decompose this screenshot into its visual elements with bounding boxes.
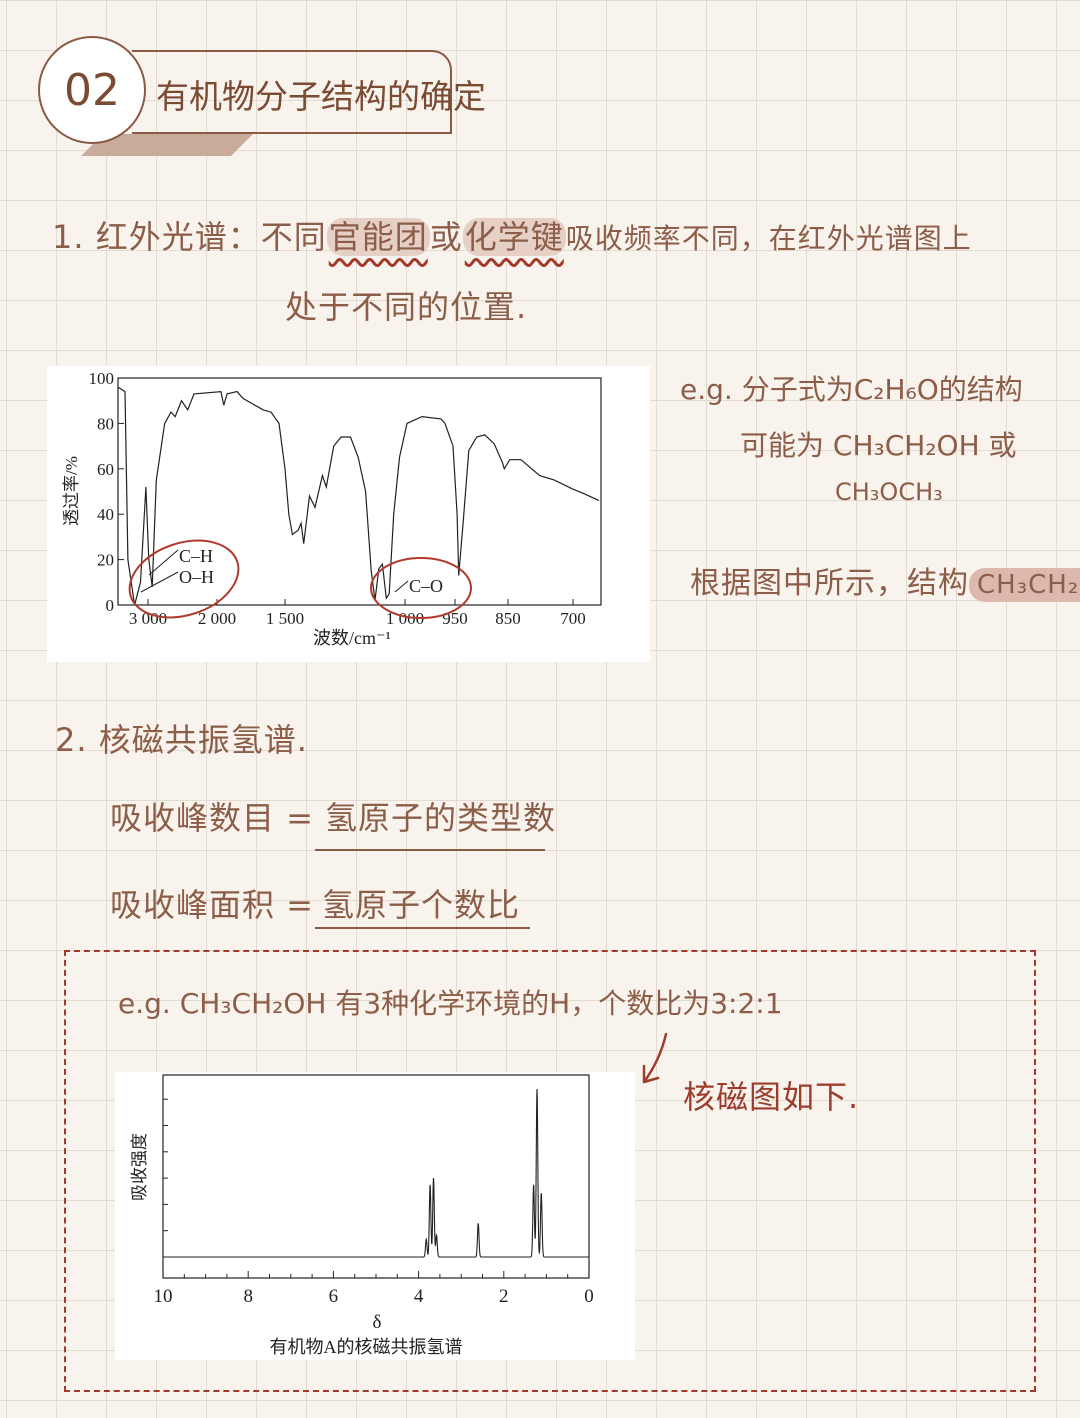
ir-y-tick-label: 40 bbox=[97, 505, 114, 524]
nmr-x-tick-label: 8 bbox=[243, 1286, 253, 1307]
oh-leader-line bbox=[140, 571, 179, 593]
section-number-badge: 02 bbox=[38, 36, 146, 144]
rule1-left: 吸收峰数目 = bbox=[110, 799, 314, 837]
section1-prefix: 1. 红外光谱：不同 bbox=[52, 218, 327, 256]
oh-label: O–H bbox=[179, 567, 214, 587]
section1-mid: 或 bbox=[429, 218, 463, 256]
ir-plot-frame bbox=[117, 377, 602, 606]
arrow-icon bbox=[642, 1032, 668, 1084]
ch-leader-line bbox=[148, 549, 179, 576]
section2-heading: 2. 核磁共振氢谱. bbox=[55, 721, 308, 759]
ir-example-line2: 可能为 CH₃CH₂OH 或 bbox=[740, 429, 1017, 462]
ir-x-tick-label: 700 bbox=[560, 609, 586, 628]
rule2-right: 氢原子个数比 bbox=[322, 886, 521, 924]
ir-y-tick-label: 0 bbox=[106, 596, 115, 615]
section1-suffix: 吸收频率不同，在红外光谱图上 bbox=[565, 222, 972, 255]
nmr-x-tick-label: 0 bbox=[584, 1286, 594, 1307]
rule2-left: 吸收峰面积 = bbox=[110, 886, 314, 924]
co-circle-annotation bbox=[370, 557, 472, 619]
nmr-chart-caption: 有机物A的核磁共振氢谱 bbox=[270, 1337, 463, 1357]
title-banner bbox=[132, 50, 452, 134]
co-label: C–O bbox=[409, 576, 443, 596]
ir-y-tick-label: 20 bbox=[97, 551, 114, 570]
highlight-chemical-bond: 化学键 bbox=[462, 218, 566, 256]
nmr-x-tick-label: 2 bbox=[499, 1286, 509, 1307]
ir-conclusion: 根据图中所示，结构CH₃CH₂OH bbox=[690, 558, 1080, 602]
co-leader-line bbox=[394, 580, 409, 593]
nmr-spectrum-svg: 10 8 6 4 2 0 吸收强度 δ 有机物A的核磁共振氢谱 bbox=[130, 1074, 594, 1357]
ir-x-axis-label: 波数/cm⁻¹ bbox=[313, 628, 391, 648]
ir-spectrum-chart: 0 20 40 60 80 100 3 000 2 000 1 500 1 000 950 850 7… bbox=[47, 366, 650, 662]
nmr-example-text: e.g. CH₃CH₂OH 有3种化学环境的H，个数比为3:2:1 bbox=[118, 987, 783, 1020]
ir-conclusion-prefix: 根据图中所示，结构 bbox=[690, 566, 969, 601]
example-dashed-box bbox=[64, 950, 1036, 1392]
ir-y-axis-label: 透过率/% bbox=[62, 456, 81, 526]
section-number: 02 bbox=[64, 64, 120, 116]
nmr-spectrum-curve bbox=[163, 1088, 589, 1258]
ir-x-tick-label: 2 000 bbox=[198, 609, 236, 628]
rule1-underline bbox=[315, 849, 545, 851]
highlight-functional-group: 官能团 bbox=[326, 218, 430, 256]
ir-y-tick-label: 100 bbox=[89, 369, 115, 388]
rule2-underline bbox=[315, 927, 530, 929]
nmr-x-tick-label: 10 bbox=[154, 1286, 173, 1307]
nmr-y-axis-label: 吸收强度 bbox=[130, 1133, 149, 1201]
ir-y-tick-label: 80 bbox=[97, 414, 114, 433]
nmr-plot-frame bbox=[162, 1074, 590, 1279]
nmr-spectrum-chart: 10 8 6 4 2 0 吸收强度 δ 有机物A的核磁共振氢谱 bbox=[115, 1072, 635, 1360]
ir-x-tick-label: 1 500 bbox=[266, 609, 304, 628]
ir-example-line3: CH₃OCH₃ bbox=[835, 478, 943, 506]
ir-y-tick-label: 60 bbox=[97, 460, 114, 479]
ir-transmittance-curve bbox=[117, 386, 600, 606]
nmr-x-tick-label: 4 bbox=[414, 1286, 424, 1307]
page-title: 有机物分子结构的确定 bbox=[156, 77, 486, 116]
rule1-right: 氢原子的类型数 bbox=[325, 799, 557, 837]
nmr-x-tick-label: 6 bbox=[329, 1286, 339, 1307]
ir-example-line1: e.g. 分子式为C₂H₆O的结构 bbox=[680, 373, 1023, 406]
ir-x-tick-label: 950 bbox=[442, 609, 468, 628]
nmr-x-axis-label: δ bbox=[373, 1312, 382, 1333]
ir-conclusion-highlight: CH₃CH₂OH bbox=[969, 568, 1080, 602]
section1-line1: 1. 红外光谱：不同官能团或化学键吸收频率不同，在红外光谱图上 bbox=[52, 212, 972, 258]
ir-x-tick-label: 850 bbox=[495, 609, 521, 628]
nmr-arrow-note: 核磁图如下. bbox=[683, 1078, 860, 1116]
section1-line2: 处于不同的位置. bbox=[285, 288, 528, 326]
ir-x-tick-label: 3 000 bbox=[129, 609, 167, 628]
ch-label: C–H bbox=[179, 546, 213, 566]
ch-oh-circle-annotation bbox=[128, 539, 240, 619]
